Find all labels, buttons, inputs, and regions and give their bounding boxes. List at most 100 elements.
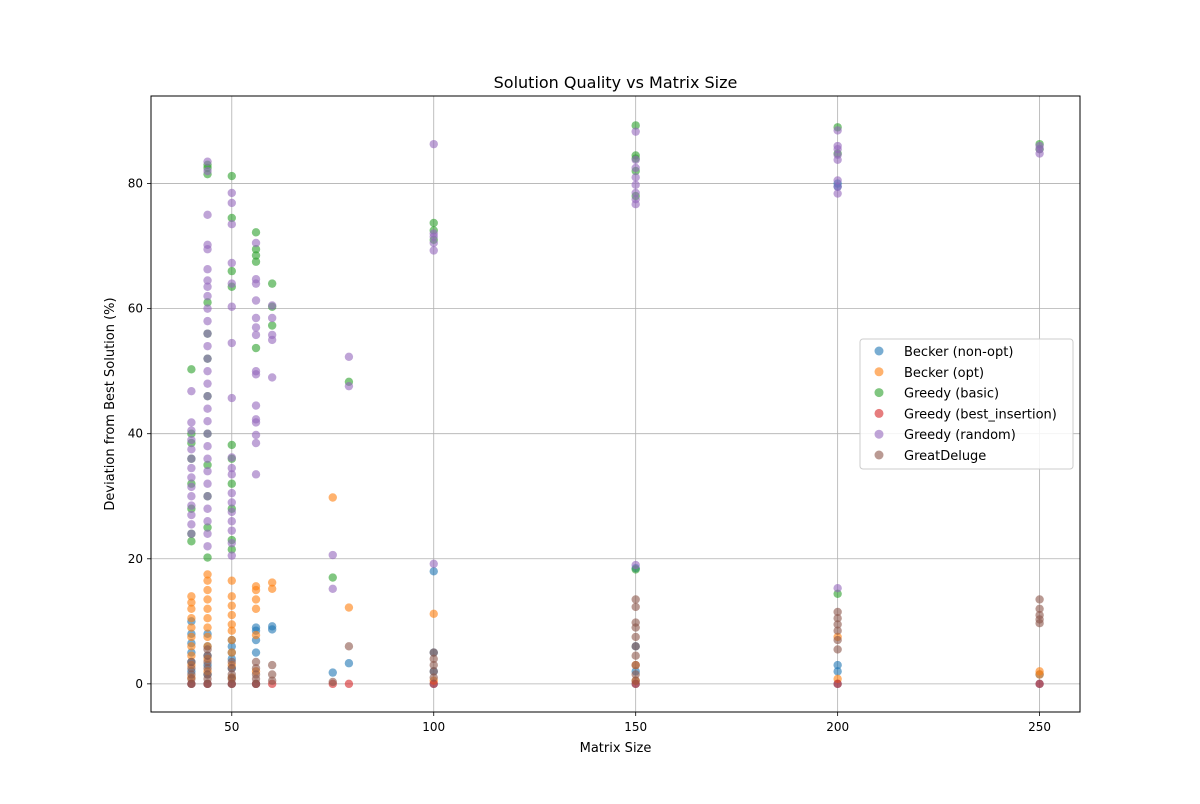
- data-point: [203, 291, 212, 301]
- data-point: [203, 316, 212, 326]
- data-point: [227, 279, 236, 288]
- data-point: [187, 598, 196, 607]
- x-tick-label: 150: [624, 720, 647, 734]
- data-point: [267, 584, 277, 593]
- data-point: [251, 238, 261, 248]
- data-point: [251, 604, 261, 614]
- data-point: [429, 609, 438, 619]
- data-point: [203, 542, 212, 551]
- data-point: [227, 620, 236, 629]
- data-point: [203, 379, 212, 388]
- data-point: [227, 463, 236, 473]
- data-point: [187, 435, 196, 445]
- chart-title: Solution Quality vs Matrix Size: [494, 73, 738, 92]
- data-point: [187, 501, 196, 510]
- series-greatdeluge: [187, 595, 1044, 689]
- data-point: [328, 677, 337, 687]
- legend-label: Greedy (random): [904, 428, 1016, 443]
- legend-marker: [874, 408, 884, 418]
- data-point: [344, 679, 354, 689]
- data-point: [833, 635, 842, 645]
- legend-marker: [874, 429, 884, 439]
- data-point: [203, 595, 212, 604]
- data-point: [203, 157, 212, 166]
- data-point: [203, 240, 212, 250]
- data-point: [203, 623, 212, 632]
- data-point: [227, 258, 236, 268]
- x-tick-label: 100: [422, 720, 445, 734]
- data-point: [227, 642, 236, 651]
- data-point: [187, 623, 196, 632]
- data-point: [1035, 610, 1044, 620]
- data-point: [227, 479, 236, 488]
- y-tick-label: 0: [135, 677, 143, 691]
- data-point: [187, 592, 196, 601]
- data-point: [227, 198, 236, 208]
- data-point: [227, 545, 236, 554]
- data-point: [203, 657, 212, 667]
- data-point: [429, 679, 438, 689]
- data-point: [227, 551, 236, 560]
- data-point: [187, 445, 196, 454]
- data-point: [429, 673, 438, 682]
- data-point: [203, 645, 212, 654]
- data-point: [251, 313, 261, 323]
- data-point: [227, 440, 236, 450]
- data-point: [1035, 595, 1044, 604]
- data-point: [833, 141, 842, 151]
- data-point: [203, 604, 212, 614]
- data-point: [251, 275, 261, 284]
- legend-marker: [874, 450, 884, 460]
- data-points: [187, 121, 1044, 689]
- data-point: [251, 664, 261, 673]
- data-point: [227, 393, 236, 403]
- data-point: [429, 648, 438, 657]
- data-point: [203, 166, 212, 176]
- data-point: [328, 573, 337, 582]
- data-point: [187, 454, 196, 463]
- data-point: [429, 218, 438, 228]
- data-point: [251, 415, 261, 424]
- data-point: [251, 257, 261, 266]
- data-point: [631, 194, 640, 204]
- data-point: [227, 592, 236, 601]
- data-point: [328, 493, 337, 502]
- data-point: [187, 482, 196, 492]
- data-point: [429, 567, 438, 576]
- data-point: [203, 354, 212, 363]
- data-point: [833, 189, 842, 198]
- data-point: [833, 660, 842, 670]
- data-point: [203, 304, 212, 313]
- data-point: [631, 127, 640, 136]
- data-point: [203, 416, 212, 426]
- data-point: [267, 670, 277, 679]
- data-point: [203, 585, 212, 595]
- data-point: [429, 660, 438, 670]
- data-point: [227, 670, 236, 679]
- data-point: [203, 570, 212, 579]
- data-point: [1035, 667, 1044, 676]
- x-axis-label: Matrix Size: [580, 741, 652, 756]
- data-point: [227, 601, 236, 610]
- legend-marker: [874, 367, 884, 377]
- data-point: [631, 173, 640, 182]
- data-point: [631, 180, 640, 190]
- data-point: [833, 679, 842, 689]
- data-point: [203, 341, 212, 351]
- data-point: [187, 529, 196, 538]
- data-point: [429, 246, 438, 255]
- data-point: [203, 632, 212, 642]
- data-point: [631, 642, 640, 651]
- plot-frame: [150, 95, 1081, 713]
- data-point: [227, 526, 236, 535]
- data-point: [203, 454, 212, 463]
- data-point: [187, 418, 196, 427]
- y-tick-label: 80: [128, 177, 143, 191]
- data-point: [1035, 141, 1044, 151]
- data-point: [187, 426, 196, 435]
- data-point: [631, 670, 640, 679]
- x-tick-label: 50: [224, 720, 239, 734]
- legend-label: GreatDeluge: [904, 449, 986, 464]
- data-point: [631, 618, 640, 627]
- data-point: [227, 220, 236, 229]
